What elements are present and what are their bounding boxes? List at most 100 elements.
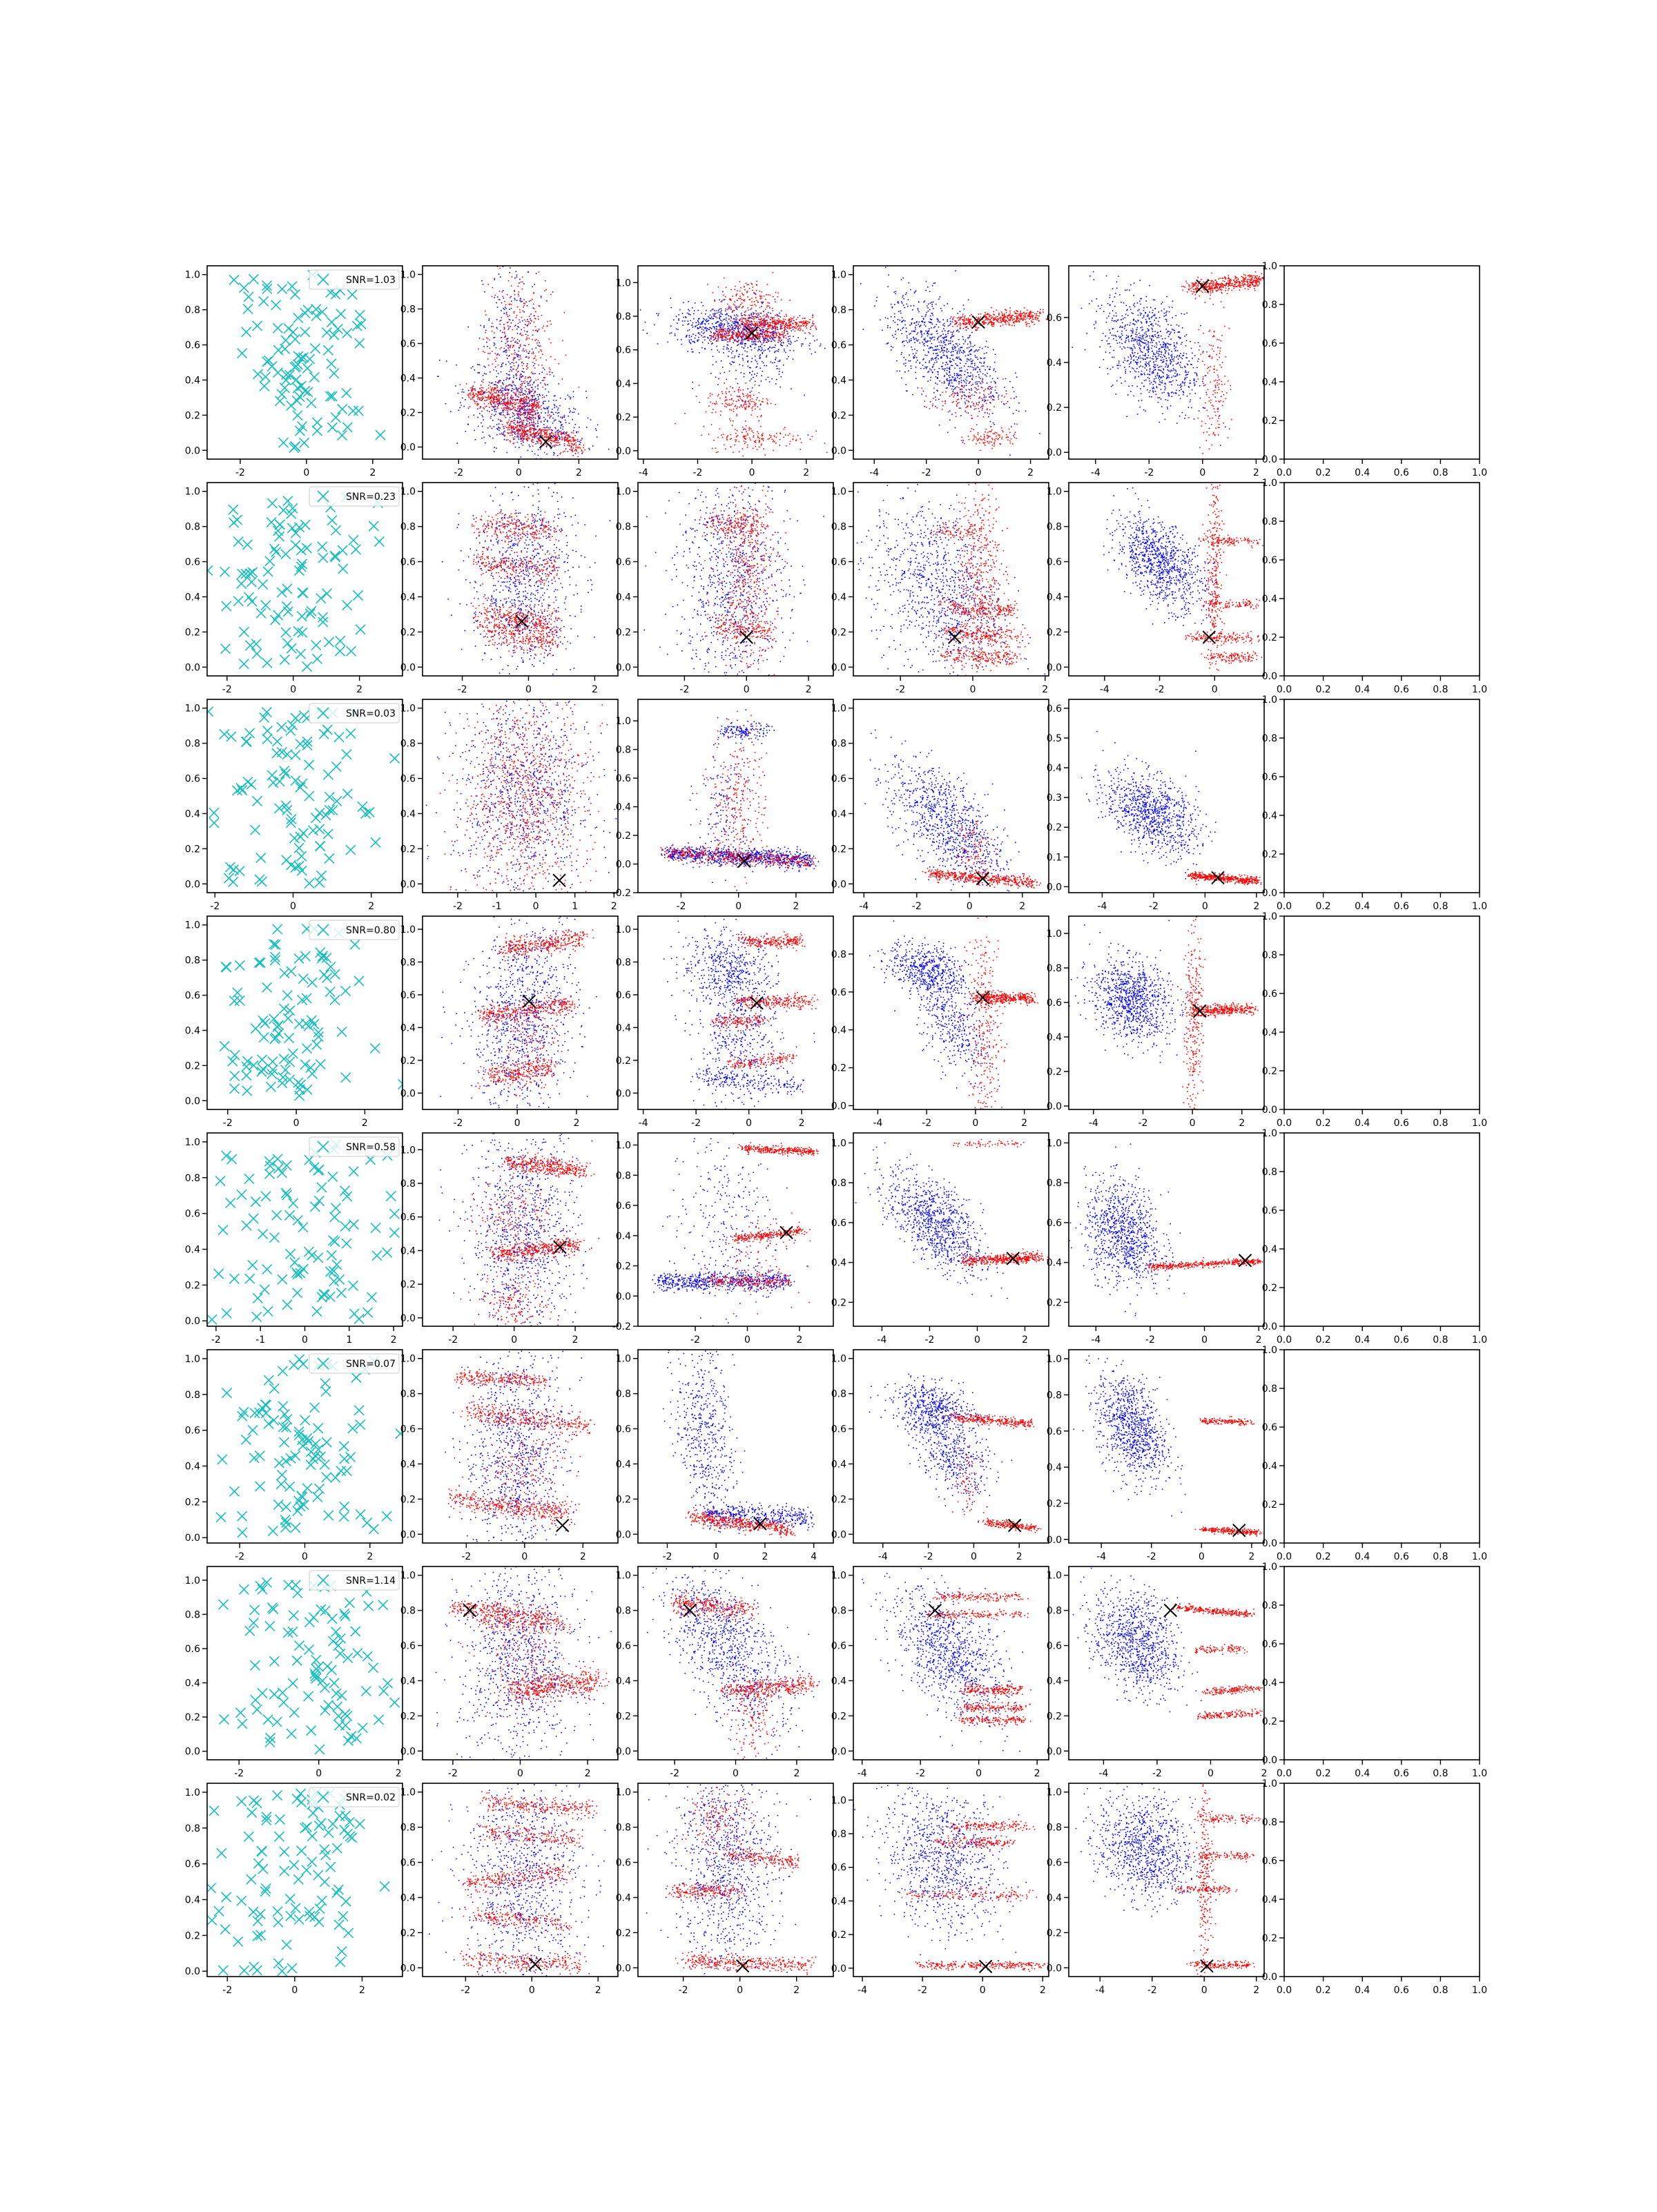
blue-point [722, 367, 724, 368]
blue-point [713, 365, 714, 366]
red-point [490, 418, 492, 419]
red-point [529, 423, 530, 425]
blue-point [676, 316, 677, 318]
red-point [492, 427, 493, 429]
blue-point [516, 369, 517, 371]
red-point [780, 322, 782, 323]
red-point [732, 312, 733, 313]
blue-point [955, 363, 956, 365]
blue-point [820, 345, 821, 347]
red-point [764, 341, 765, 342]
red-point [739, 334, 740, 336]
red-point [732, 295, 733, 297]
blue-point [952, 359, 953, 360]
blue-point [572, 411, 573, 413]
red-point [524, 429, 525, 430]
red-point [783, 437, 784, 438]
red-point [783, 318, 784, 320]
blue-point [785, 352, 786, 353]
blue-point [533, 365, 534, 367]
red-point [534, 367, 536, 369]
blue-point [733, 318, 735, 320]
red-point [544, 437, 545, 438]
blue-point [993, 423, 994, 424]
blue-point [472, 366, 474, 367]
blue-point [929, 369, 931, 370]
red-point [514, 420, 516, 421]
red-point [492, 326, 494, 327]
red-point [561, 432, 562, 434]
red-point [575, 447, 576, 448]
red-point [519, 414, 521, 415]
red-point [508, 414, 510, 415]
blue-point [715, 316, 717, 318]
blue-point [976, 389, 978, 391]
red-point [522, 277, 523, 278]
red-point [731, 409, 733, 411]
red-point [581, 450, 583, 452]
sample-point [253, 321, 262, 331]
blue-point [753, 344, 755, 345]
blue-point [987, 382, 988, 384]
red-point [507, 377, 508, 378]
red-point [780, 328, 782, 329]
blue-point [768, 349, 769, 350]
red-point [514, 294, 516, 295]
blue-point [744, 347, 745, 349]
red-point [750, 439, 751, 440]
blue-point [917, 360, 918, 361]
blue-point [921, 333, 922, 335]
blue-point [518, 416, 519, 417]
blue-point [704, 426, 705, 427]
red-point [782, 333, 784, 335]
red-point [742, 427, 744, 428]
red-point [534, 318, 536, 319]
blue-point [511, 430, 512, 431]
red-point [748, 325, 749, 327]
red-point [721, 331, 722, 333]
red-point [514, 436, 516, 438]
blue-point [525, 390, 526, 391]
red-point [744, 318, 746, 320]
red-point [474, 382, 476, 383]
red-point [729, 418, 730, 420]
blue-point [487, 346, 488, 347]
blue-point [548, 411, 549, 412]
blue-point [693, 318, 695, 320]
red-point [554, 440, 555, 441]
red-point [486, 406, 487, 407]
red-point [757, 302, 759, 303]
red-point [788, 435, 789, 436]
red-point [772, 325, 773, 327]
red-point [481, 391, 483, 393]
red-point [534, 434, 535, 436]
blue-point [1014, 391, 1015, 393]
red-point [549, 414, 550, 416]
red-point [517, 425, 519, 426]
blue-point [775, 299, 776, 300]
red-point [773, 333, 774, 335]
red-point [513, 437, 514, 438]
blue-point [483, 366, 485, 367]
red-point [755, 446, 756, 447]
red-point [729, 330, 730, 331]
blue-point [477, 372, 478, 373]
red-point [769, 438, 771, 440]
blue-point [955, 378, 956, 380]
blue-point [490, 426, 491, 427]
blue-point [503, 411, 504, 413]
red-point [512, 427, 514, 429]
red-point [523, 431, 525, 432]
blue-point [690, 342, 691, 343]
red-point [800, 438, 801, 440]
red-point [550, 294, 552, 295]
sample-point [311, 311, 321, 321]
red-point [737, 293, 738, 295]
blue-point [790, 344, 791, 345]
red-point [501, 414, 502, 416]
red-point [742, 293, 743, 294]
red-point [726, 287, 727, 288]
blue-point [960, 347, 961, 349]
red-point [529, 431, 530, 433]
blue-point [539, 346, 540, 347]
